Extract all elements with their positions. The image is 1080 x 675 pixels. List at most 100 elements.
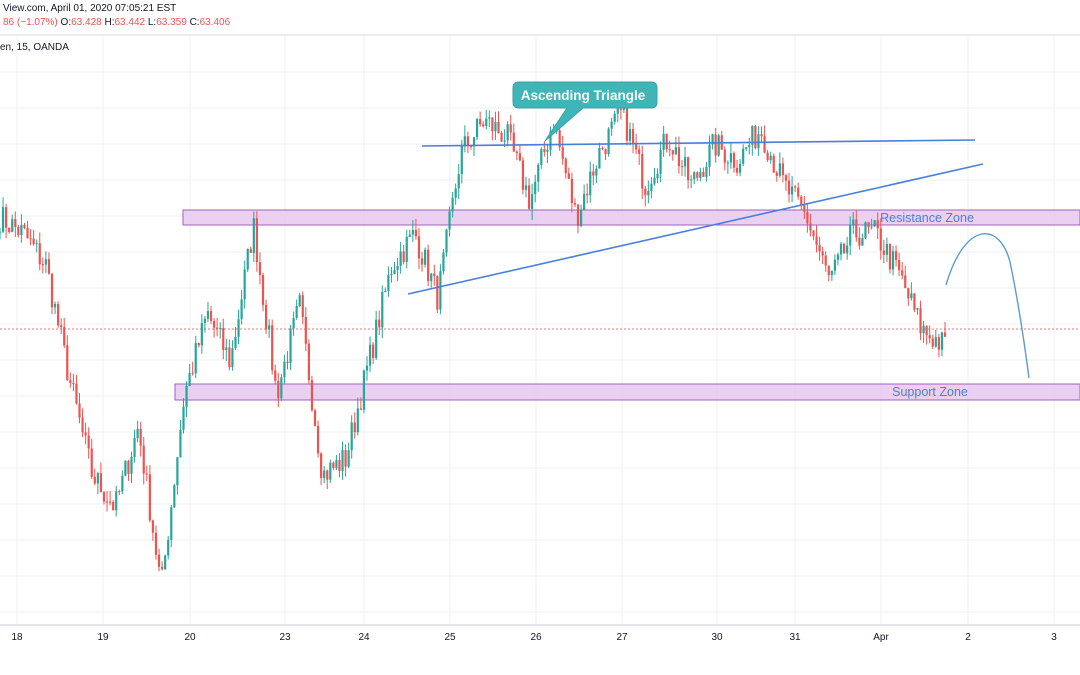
candle-body <box>411 229 414 235</box>
candle-body <box>274 370 277 381</box>
candle-body <box>677 147 681 167</box>
candle-body <box>524 185 528 190</box>
candle-body <box>170 507 173 540</box>
low-value: 63.359 <box>156 17 187 28</box>
candle-body <box>794 186 797 188</box>
candle-body <box>445 229 448 253</box>
candle-body <box>836 254 840 260</box>
candle-body <box>326 470 329 480</box>
candle-body <box>916 308 919 310</box>
candle-body <box>735 167 739 173</box>
candle-body <box>160 566 164 570</box>
candle-body <box>430 273 433 282</box>
candle-body <box>414 229 418 237</box>
high-label: H: <box>104 17 115 28</box>
header-title: View.com, April 01, 2020 07:05:21 EST <box>3 3 177 14</box>
candle-body <box>521 160 525 190</box>
candle-body <box>206 311 210 319</box>
candle-body <box>320 453 323 478</box>
candle-body <box>69 380 72 383</box>
candle-body <box>200 322 203 346</box>
candle-body <box>488 117 491 119</box>
x-tick-label: 18 <box>11 632 23 643</box>
candle-body <box>127 460 130 474</box>
candle-body <box>350 422 353 451</box>
candle-body <box>298 295 301 306</box>
candle-body <box>543 149 546 152</box>
candle-body <box>867 222 870 228</box>
candle-body <box>323 470 326 478</box>
candle-body <box>830 270 833 276</box>
candle-body <box>778 163 781 176</box>
candle-body <box>500 132 503 142</box>
candle-body <box>301 295 304 318</box>
candle-body <box>671 150 674 155</box>
candle-body <box>696 172 699 178</box>
candle-body <box>787 180 791 195</box>
candle-body <box>289 328 292 364</box>
candle-body <box>815 236 818 245</box>
close-label: C: <box>189 17 200 28</box>
candle-body <box>766 152 769 161</box>
candle-body <box>280 377 283 399</box>
candles-layer <box>0 97 947 572</box>
candle-body <box>44 259 47 265</box>
candle-body <box>26 227 29 239</box>
candle-body <box>751 125 754 146</box>
candle-body <box>90 448 93 477</box>
candle-body <box>454 188 457 198</box>
candle-body <box>763 136 766 153</box>
candle-body <box>115 491 118 511</box>
candle-body <box>17 226 20 235</box>
x-tick-label: 2 <box>965 632 971 643</box>
candle-body <box>680 166 684 168</box>
candle-body <box>494 122 497 132</box>
candle-body <box>433 273 436 277</box>
candle-body <box>231 348 234 368</box>
candle-body <box>714 134 717 156</box>
candle-body <box>803 204 806 212</box>
candle-body <box>271 325 274 371</box>
candle-body <box>576 204 580 226</box>
candle-body <box>164 555 167 570</box>
x-axis: 18 19 20 23 24 25 26 27 30 31 Apr 2 3 <box>11 632 1057 643</box>
candle-body <box>861 237 864 246</box>
candle-body <box>928 335 931 339</box>
candle-body <box>463 136 466 146</box>
candle-body <box>631 129 635 144</box>
candle-body <box>219 327 222 329</box>
candle-body <box>775 172 778 176</box>
candle-body <box>399 251 402 266</box>
candle-body <box>573 203 577 205</box>
candle-body <box>665 133 668 150</box>
support-zone-label: Support Zone <box>892 385 968 399</box>
candle-body <box>442 252 445 272</box>
x-tick-label: 31 <box>789 632 801 643</box>
candle-body <box>943 332 947 337</box>
ohlc-readout: 86 (−1.07%) O:63.428 H:63.442 L:63.359 C… <box>3 17 230 28</box>
candle-body <box>738 163 742 173</box>
candle-body <box>687 157 690 181</box>
candle-body <box>934 337 937 347</box>
candle-body <box>818 244 821 252</box>
candle-body <box>598 147 601 169</box>
candle-body <box>182 406 185 430</box>
candle-body <box>534 181 537 195</box>
candle-body <box>567 173 570 179</box>
candle-body <box>570 178 573 204</box>
candle-body <box>234 336 237 349</box>
candle-body <box>653 177 656 184</box>
candle-body <box>589 171 592 196</box>
candle-body <box>332 462 335 468</box>
candle-body <box>307 343 310 381</box>
x-tick-label: 27 <box>616 632 628 643</box>
candle-body <box>790 186 794 195</box>
candle-body <box>145 473 148 475</box>
candle-body <box>509 124 512 133</box>
candle-body <box>154 532 158 555</box>
candle-body <box>203 318 207 323</box>
candle-body <box>372 344 375 358</box>
candle-body <box>638 149 641 154</box>
